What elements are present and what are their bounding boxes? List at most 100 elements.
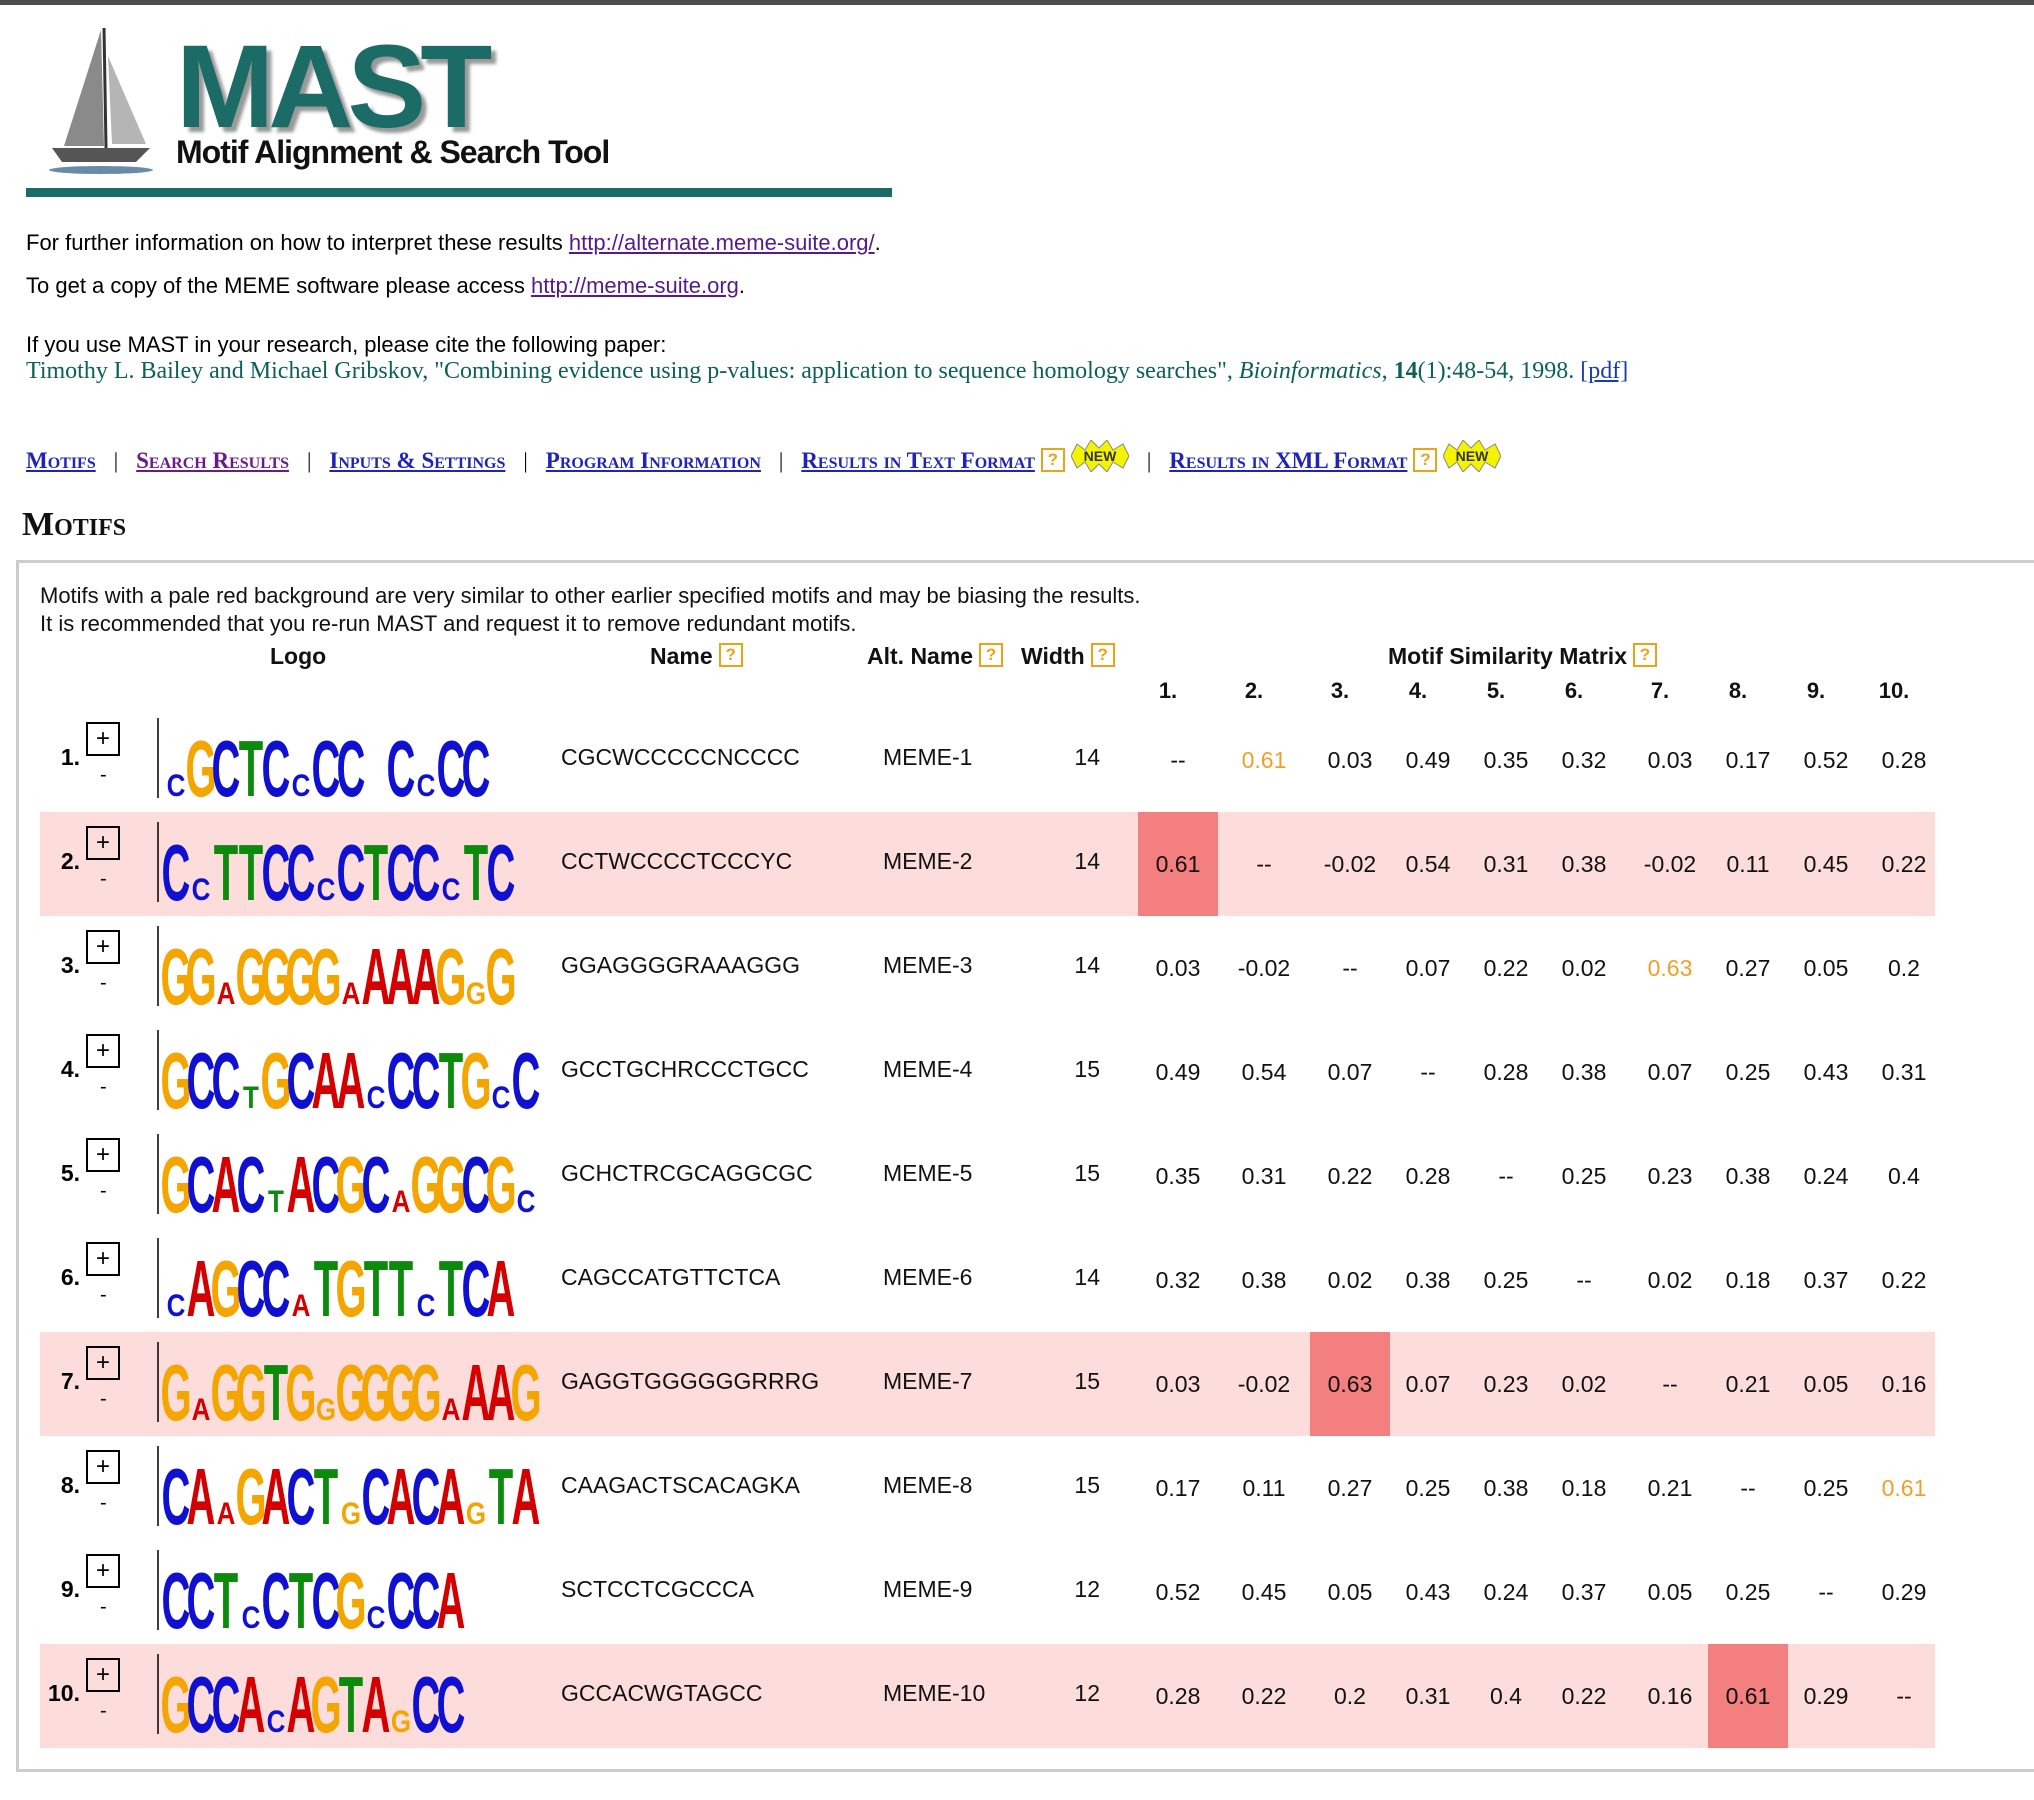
motif-number: 5. [60,1160,80,1186]
width-help-icon[interactable]: ? [1090,643,1115,667]
logo-letter: T [268,1185,284,1220]
motif-name: CGCWCCCCCNCCCC [561,744,800,770]
similarity-cell: -- [1896,1683,1912,1709]
logo-letter: A [287,1141,316,1222]
expand-button[interactable]: + [86,1242,120,1276]
logo-letter: C [212,725,241,806]
similarity-cell: 0.43 [1405,1579,1451,1605]
logo-letter: C [212,1661,241,1742]
matrix-col-number: 4. [1408,678,1428,703]
expand-button[interactable]: + [86,930,120,964]
logo-letter: A [237,1661,266,1742]
collapse-button[interactable]: - [100,972,107,994]
motif-alt-name: MEME-7 [883,1368,973,1394]
logo-letter: C [412,1661,441,1742]
logo-letter: T [239,725,263,806]
collapse-button[interactable]: - [100,1284,107,1306]
logo-letter: G [185,933,216,1014]
logo-letter: G [185,725,216,806]
similarity-cell: 0.18 [1561,1475,1607,1501]
xml-format-help-icon[interactable]: ? [1413,448,1438,472]
logo-letter: C [237,1141,266,1222]
logo-letter: A [337,1037,366,1118]
collapse-button[interactable]: - [100,1076,107,1098]
logo-letter: C [337,725,366,806]
expand-button[interactable]: + [86,1138,120,1172]
expand-button[interactable]: + [86,1658,120,1692]
collapse-button[interactable]: - [100,764,107,786]
logo-letter: G [335,1557,366,1638]
similarity-cell: 0.27 [1327,1475,1373,1501]
motif-logo[interactable]: GG A GGGG A AAAG G G [146,922,520,1014]
logo-letter: C [367,1081,386,1116]
matrix-help-icon[interactable]: ? [1632,643,1657,667]
expand-button[interactable]: + [86,1034,120,1068]
logo-letter: G [316,1393,336,1428]
motif-logo[interactable]: CCT C CTCG C CCA [146,1546,470,1638]
collapse-button[interactable]: - [100,1180,107,1202]
nav-program-info-link[interactable]: Program Information [545,448,761,473]
similarity-cell: 0.22 [1241,1683,1287,1709]
meme-suite-link[interactable]: http://meme-suite.org [531,273,739,298]
motif-logo[interactable]: CA A GACT G CACA G TA [146,1442,545,1534]
nav-xml-format-link[interactable]: Results in XML Format [1169,448,1408,473]
logo-letter: A [342,977,361,1012]
redundancy-note-line-2: It is recommended that you re-run MAST a… [40,611,857,636]
collapse-button[interactable]: - [100,1388,107,1410]
motif-row: 10. + - G C C A C A G T A G C C GCCACWGTAGCC MEME-10 12 0.… [40,1644,1935,1748]
logo-letter: C [462,725,491,806]
logo-letter: G [160,1349,191,1430]
citation-pdf-link[interactable]: [pdf] [1580,358,1629,384]
motif-alt-name: MEME-8 [883,1472,973,1498]
collapse-button[interactable]: - [100,1492,107,1514]
collapse-button[interactable]: - [100,868,107,890]
logo-letter: G [385,1349,416,1430]
logo-letter: A [362,933,391,1014]
expand-button[interactable]: + [86,1346,120,1380]
similarity-cell: -- [1498,1163,1514,1189]
nav-inputs-settings-link[interactable]: Inputs & Settings [329,448,506,473]
motif-logo[interactable]: C AGCC A TGT T C TCA [146,1234,520,1326]
expand-button[interactable]: + [86,826,120,860]
logo-letter: G [335,1141,366,1222]
logo-letter: C [442,873,461,908]
similarity-cell: 0.24 [1483,1579,1529,1605]
col-header-matrix-label: Motif Similarity Matrix [1388,643,1627,669]
alt-name-help-icon[interactable]: ? [979,643,1004,667]
expand-button[interactable]: + [86,1450,120,1484]
nav-text-format-link[interactable]: Results in Text Format [801,448,1035,473]
logo-letter: C [417,1289,436,1324]
similarity-cell: 0.07 [1647,1059,1693,1085]
similarity-cell: 0.52 [1155,1579,1201,1605]
motif-logo[interactable]: C C T TCC C CTCC C TC [146,818,520,910]
similarity-cell: 0.61 [1708,1644,1788,1748]
motif-number: 6. [60,1264,80,1290]
nav-search-results-link[interactable]: Search Results [136,448,289,473]
citation-journal: Bioinformatics [1238,358,1382,384]
expand-button[interactable]: + [86,722,120,756]
nav-motifs-link[interactable]: Motifs [26,448,96,473]
logo-letter: C [267,1705,286,1740]
logo-letter: T [214,829,238,910]
logo-letter: G [160,1661,191,1742]
collapse-button[interactable]: - [100,1596,107,1618]
similarity-cell: 0.03 [1155,955,1201,981]
logo-letter: A [217,1497,236,1532]
motif-logo[interactable]: G A GGTG G GGGG A AAG [146,1338,545,1430]
top-border [0,0,2034,5]
motif-row: 5. + - G C A C T A C G C A G G C G C GCHCTRCGCAGGCGC MEME-5… [40,1124,1935,1228]
text-format-help-icon[interactable]: ? [1040,448,1065,472]
alternate-meme-link[interactable]: http://alternate.meme-suite.org/ [568,230,875,255]
col-header-name: Name? [650,643,743,670]
similarity-cell: 0.25 [1405,1475,1451,1501]
name-help-icon[interactable]: ? [718,643,743,667]
expand-button[interactable]: + [86,1554,120,1588]
motif-number: 8. [60,1472,80,1498]
similarity-cell: -- [1662,1371,1678,1397]
collapse-button[interactable]: - [100,1700,107,1722]
logo-letter: C [237,1245,266,1326]
